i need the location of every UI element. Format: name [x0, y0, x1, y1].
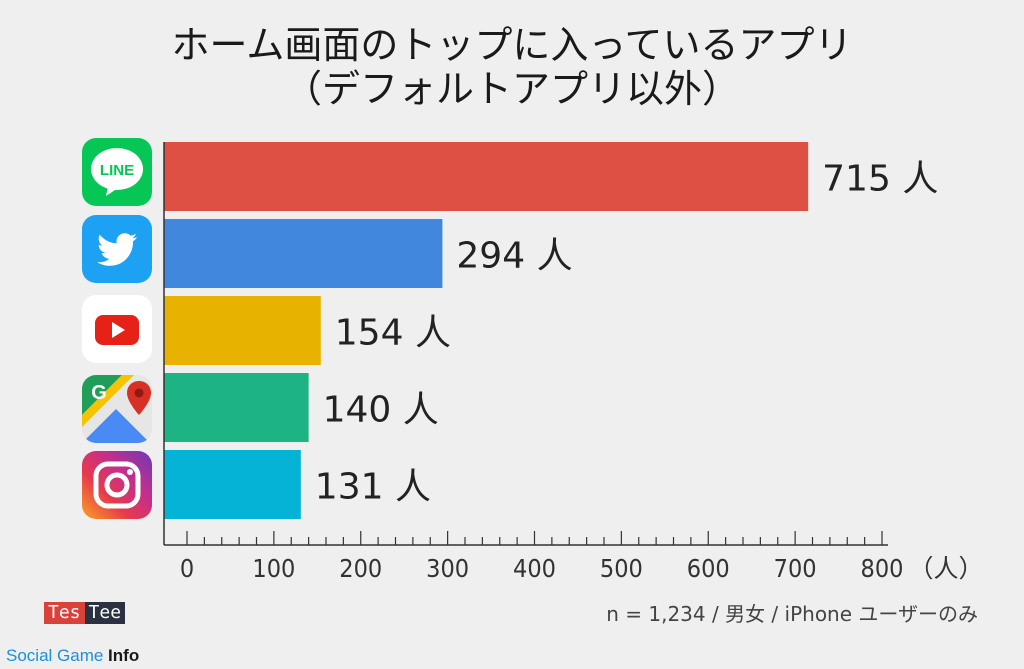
- youtube-icon: [82, 295, 152, 363]
- x-unit-label: （人）: [908, 554, 983, 583]
- line-icon-label: LINE: [100, 162, 134, 179]
- x-tick-label: 0: [180, 554, 194, 583]
- bar-twitter: [164, 219, 443, 288]
- data-label: 131 人: [315, 467, 431, 508]
- x-tick-label: 400: [513, 554, 556, 583]
- data-label: 154 人: [335, 313, 451, 354]
- testee-logo-left: Tes: [44, 602, 85, 624]
- bar-line: [164, 142, 809, 211]
- svg-text:G: G: [91, 382, 107, 404]
- sample-note: n = 1,234 / 男女 / iPhone ユーザーのみ: [606, 602, 978, 626]
- bar-youtube: [164, 296, 321, 365]
- x-tick-label: 700: [774, 554, 817, 583]
- sgi-text-a: Social Game: [6, 646, 109, 665]
- data-label: 294 人: [456, 236, 572, 277]
- x-tick-label: 500: [600, 554, 643, 583]
- instagram-icon: [82, 451, 152, 519]
- chart-title: ホーム画面のトップに入っているアプリ: [171, 23, 853, 67]
- bar-google-maps: [164, 373, 309, 442]
- x-tick-label: 200: [339, 554, 382, 583]
- data-label: 140 人: [323, 390, 439, 431]
- line-icon: LINE: [82, 138, 152, 206]
- testee-logo: Tes Tee: [44, 602, 126, 624]
- google-maps-icon: G: [82, 375, 152, 443]
- social-game-info-logo: Social Game Info: [6, 646, 139, 666]
- chart-subtitle: （デフォルトアプリ以外）: [283, 67, 740, 111]
- testee-logo-right: Tee: [84, 602, 126, 624]
- x-tick-label: 600: [687, 554, 730, 583]
- sgi-text-b: Info: [108, 646, 140, 665]
- data-label: 715 人: [822, 159, 938, 200]
- bar-instagram: [164, 450, 301, 519]
- x-tick-label: 800: [861, 554, 904, 583]
- x-tick-label: 100: [252, 554, 295, 583]
- twitter-icon: [82, 215, 152, 283]
- x-tick-label: 300: [426, 554, 469, 583]
